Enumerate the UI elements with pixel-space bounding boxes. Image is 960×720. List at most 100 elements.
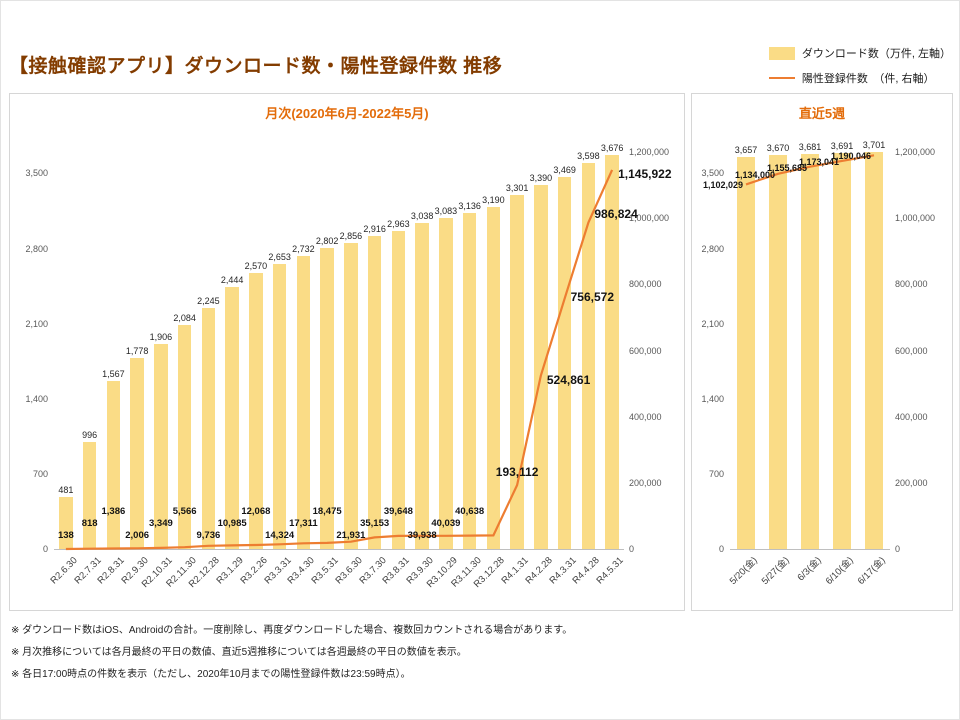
downloads-bar bbox=[462, 212, 477, 549]
line-value-label: 39,648 bbox=[383, 506, 413, 517]
chart-panel-monthly: 月次(2020年6月-2022年5月) 0 700 1,400 2,100 2,800 3… bbox=[9, 93, 685, 611]
line-value-label: 18,475 bbox=[312, 506, 342, 517]
bar-value-label: 3,701 bbox=[862, 139, 886, 150]
x-axis-line bbox=[730, 549, 890, 550]
bar-value-label: 3,190 bbox=[482, 194, 505, 205]
right-axis-tick: 0 bbox=[629, 544, 635, 554]
right-axis-tick: 1,200,000 bbox=[895, 147, 936, 157]
line-value-label: 5,566 bbox=[172, 506, 197, 517]
downloads-bar bbox=[296, 255, 311, 549]
line-value-label: 40,039 bbox=[431, 518, 461, 529]
right-axis-tick: 800,000 bbox=[895, 279, 928, 290]
downloads-bar bbox=[106, 380, 121, 549]
bar-value-label: 2,444 bbox=[220, 274, 244, 285]
downloads-bar bbox=[534, 185, 548, 549]
line-value-label: 1,145,922 bbox=[618, 166, 672, 181]
right-axis-tick: 200,000 bbox=[895, 477, 928, 488]
x-axis-label: 6/17(金) bbox=[855, 555, 888, 588]
line-value-label: 21,931 bbox=[336, 530, 366, 541]
bar-value-label: 1,567 bbox=[102, 368, 125, 379]
line-value-label: 818 bbox=[81, 518, 98, 529]
downloads-bar bbox=[344, 242, 358, 549]
legend-item-downloads: ダウンロード数（万件, 左軸） bbox=[768, 45, 951, 61]
line-value-label: 14,324 bbox=[265, 530, 295, 541]
right-axis-tick: 200,000 bbox=[629, 477, 662, 488]
downloads-bar bbox=[320, 248, 334, 549]
right-axis-tick: 1,000,000 bbox=[895, 213, 936, 224]
left-axis-tick: 2,100 bbox=[701, 318, 724, 329]
positives-line bbox=[65, 169, 614, 551]
chart-title-weekly: 直近5週 bbox=[798, 106, 846, 121]
legend-label-positives: 陽性登録件数 （件, 右軸） bbox=[801, 73, 935, 85]
bar-value-label: 3,469 bbox=[553, 164, 576, 175]
left-axis-tick: 1,400 bbox=[701, 393, 724, 404]
downloads-bar bbox=[367, 236, 382, 549]
line-value-label: 193,112 bbox=[495, 465, 539, 480]
line-value-label: 39,938 bbox=[407, 530, 437, 541]
downloads-bar bbox=[510, 194, 524, 549]
bar-value-label: 3,301 bbox=[505, 182, 529, 193]
footnote-3: ※ 各日17:00時点の件数を表示（ただし、2020年10月までの陽性登録件数は… bbox=[11, 669, 411, 680]
left-axis-tick: 0 bbox=[42, 544, 48, 554]
left-axis-tick: 2,800 bbox=[701, 243, 724, 254]
bar-value-label: 3,136 bbox=[458, 200, 481, 211]
bar-value-label: 2,570 bbox=[244, 261, 268, 272]
downloads-bar bbox=[581, 162, 596, 549]
downloads-bar bbox=[557, 176, 572, 549]
line-value-label: 986,824 bbox=[594, 206, 638, 221]
bar-value-label: 3,657 bbox=[734, 144, 758, 155]
x-axis-label: 5/27(金) bbox=[759, 555, 792, 588]
chart-title-monthly: 月次(2020年6月-2022年5月) bbox=[265, 106, 429, 121]
legend-label-downloads: ダウンロード数（万件, 左軸） bbox=[801, 48, 951, 60]
left-axis-tick: 2,800 bbox=[25, 243, 48, 254]
downloads-bar bbox=[201, 308, 216, 549]
line-value-label: 756,572 bbox=[570, 289, 615, 304]
downloads-bar bbox=[154, 344, 168, 549]
bar-value-label: 3,691 bbox=[830, 140, 854, 151]
line-value-label: 1,155,685 bbox=[766, 162, 807, 173]
right-axis-tick: 0 bbox=[895, 544, 901, 554]
left-axis-tick: 3,500 bbox=[25, 168, 48, 179]
downloads-bar bbox=[59, 497, 73, 549]
left-axis-tick: 2,100 bbox=[25, 318, 48, 329]
downloads-bar bbox=[391, 231, 406, 549]
line-value-label: 35,153 bbox=[360, 518, 390, 529]
downloads-bar bbox=[130, 358, 144, 549]
bar-value-label: 3,681 bbox=[798, 142, 822, 153]
line-value-label: 12,068 bbox=[241, 506, 271, 517]
page-title: 【接触確認アプリ】ダウンロード数・陽性登録件数 推移 bbox=[9, 56, 503, 77]
right-axis-tick: 1,200,000 bbox=[629, 147, 670, 157]
bar-value-label: 2,084 bbox=[173, 313, 196, 324]
downloads-bar bbox=[177, 325, 192, 549]
left-axis-tick: 0 bbox=[718, 544, 724, 554]
downloads-bar bbox=[769, 155, 787, 549]
line-value-label: 1,134,000 bbox=[734, 169, 775, 180]
downloads-bar bbox=[486, 206, 501, 549]
right-axis-tick: 600,000 bbox=[895, 345, 928, 356]
left-axis-tick: 3,500 bbox=[701, 168, 724, 179]
line-value-label: 138 bbox=[57, 530, 74, 541]
bar-value-label: 2,245 bbox=[197, 296, 220, 307]
bar-value-label: 1,778 bbox=[125, 346, 149, 357]
downloads-bar bbox=[272, 264, 287, 549]
x-axis-label: 6/10(金) bbox=[823, 555, 856, 588]
downloads-bar bbox=[801, 154, 819, 549]
downloads-bar bbox=[82, 442, 97, 549]
right-axis-tick: 400,000 bbox=[629, 411, 662, 422]
line-value-label: 1,173,041 bbox=[798, 156, 839, 167]
bar-value-label: 2,653 bbox=[268, 252, 291, 263]
bar-value-label: 2,732 bbox=[292, 243, 315, 254]
legend-item-positives: 陽性登録件数 （件, 右軸） bbox=[768, 70, 951, 86]
line-value-label: 40,638 bbox=[455, 506, 485, 517]
bar-value-label: 3,676 bbox=[600, 142, 624, 153]
downloads-bar-swatch-icon bbox=[768, 46, 795, 60]
right-axis-tick: 600,000 bbox=[629, 345, 662, 356]
legend: ダウンロード数（万件, 左軸） 陽性登録件数 （件, 右軸） bbox=[768, 45, 951, 86]
downloads-bar bbox=[865, 151, 883, 549]
bar-value-label: 2,963 bbox=[387, 219, 410, 230]
bar-value-label: 1,906 bbox=[149, 332, 173, 343]
footnote-2: ※ 月次推移については各月最終の平日の数値、直近5週推移については各週最終の平日… bbox=[11, 647, 467, 658]
x-axis-line bbox=[54, 549, 624, 550]
bar-value-label: 3,038 bbox=[410, 211, 434, 222]
chart-panel-weekly: 直近5週 0 700 1,400 2,100 2,800 3,500 0 200,000 400… bbox=[691, 93, 953, 611]
